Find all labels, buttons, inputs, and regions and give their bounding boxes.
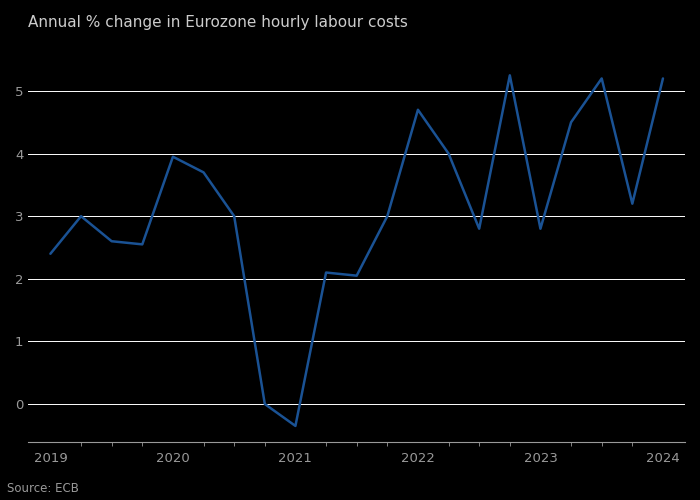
Text: Source: ECB: Source: ECB: [7, 482, 79, 495]
Text: Annual % change in Eurozone hourly labour costs: Annual % change in Eurozone hourly labou…: [29, 15, 408, 30]
